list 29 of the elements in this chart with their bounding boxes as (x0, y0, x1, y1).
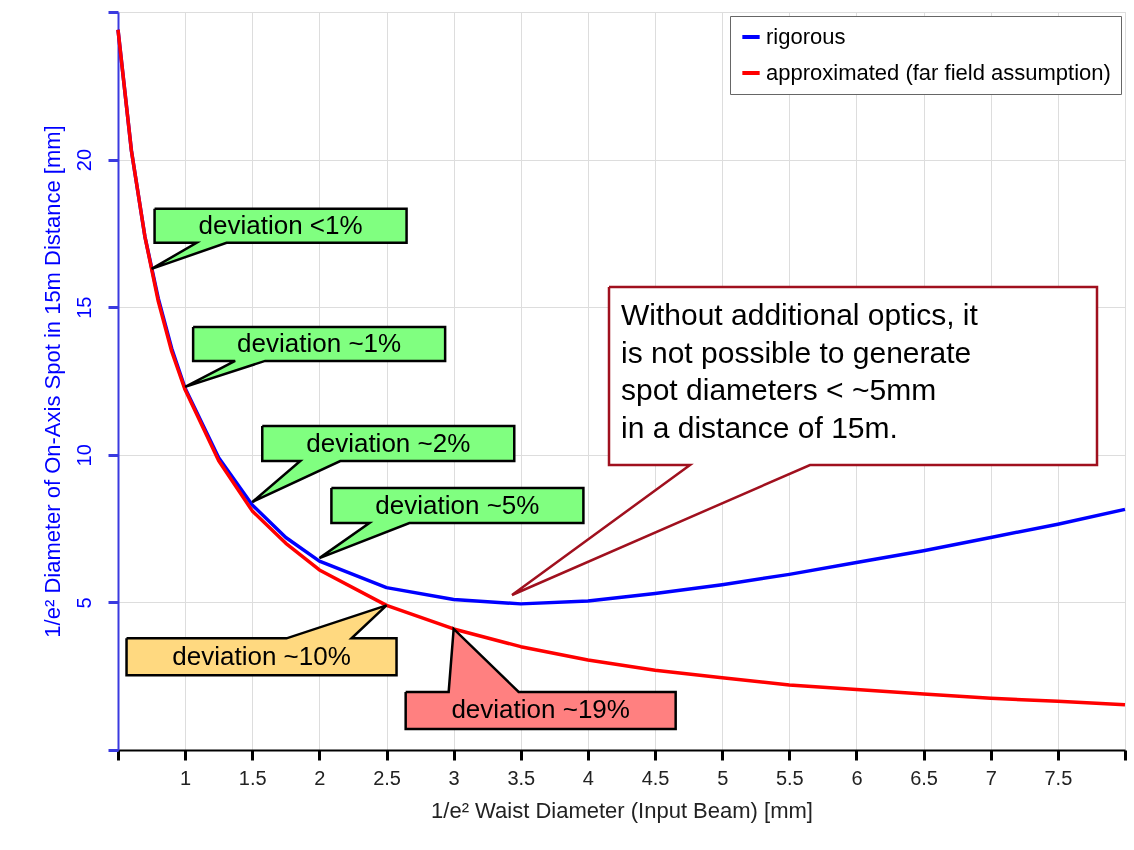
x-tick-label: 5 (717, 766, 729, 789)
legend-label: approximated (far field assumption) (766, 60, 1111, 85)
annotation: Without additional optics, it is not possible to generate spot diameters < ~5mm in a distance of 15m. (621, 298, 979, 444)
x-tick-label: 3.5 (507, 766, 536, 789)
x-tick-label: 2.5 (373, 766, 401, 789)
x-tick-label: 4.5 (641, 766, 670, 789)
x-tick-label: 3 (448, 766, 460, 789)
y-tick-label: 15 (72, 296, 95, 319)
x-tick-label: 6 (851, 766, 863, 789)
x-tick-label: 1.5 (238, 766, 267, 789)
x-tick-label: 5.5 (775, 766, 804, 789)
annotation: deviation ~2% (306, 427, 471, 458)
x-tick-label: 6.5 (910, 766, 939, 789)
legend-label: rigorous (766, 24, 846, 49)
y-axis-title: 1/e² Diameter of On-Axis Spot in 15m Distance [mm] (39, 125, 65, 638)
y-tick-label: 10 (72, 444, 95, 467)
annotation: deviation ~1% (237, 327, 402, 358)
x-axis-title: 1/e² Waist Diameter (Input Beam) [mm] (431, 797, 813, 823)
x-tick-label: 1 (180, 766, 192, 789)
x-tick-label: 7.5 (1044, 766, 1073, 789)
annotation: deviation ~5% (375, 489, 540, 520)
y-tick-label: 20 (72, 148, 95, 172)
annotation: deviation ~10% (172, 640, 351, 671)
annotation: deviation ~19% (451, 694, 630, 725)
x-tick-label: 2 (314, 766, 326, 789)
x-tick-label: 7 (985, 766, 997, 789)
x-tick-label: 4 (582, 766, 594, 789)
annotation: deviation <1% (198, 209, 363, 240)
y-tick-label: 5 (72, 597, 95, 609)
